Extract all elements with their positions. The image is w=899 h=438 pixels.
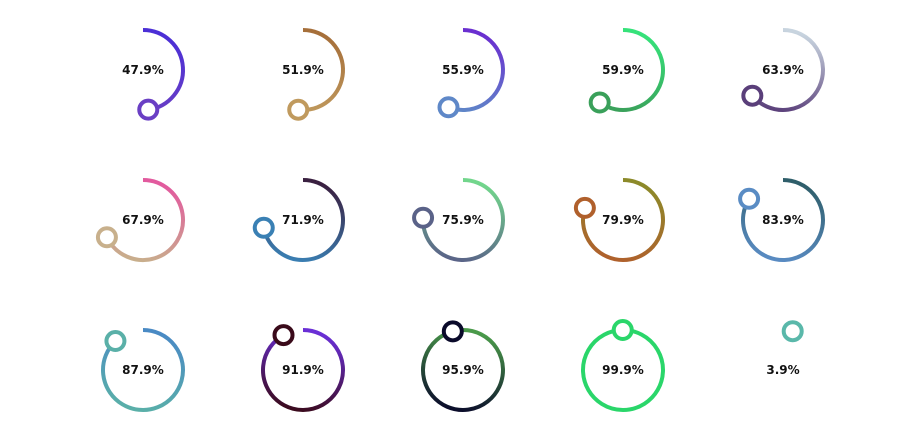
- gauge: 63.9%: [741, 28, 825, 112]
- gauge: 83.9%: [738, 178, 825, 262]
- gauge-arc: [142, 28, 185, 112]
- gauge-arc: [298, 28, 345, 112]
- gauge: 55.9%: [437, 28, 505, 119]
- gauge-knob: [781, 320, 804, 343]
- gauge-value-label: 47.9%: [122, 63, 164, 77]
- gauge-value-label: 95.9%: [442, 363, 484, 377]
- gauge-arc: [421, 178, 505, 262]
- gauge-knob: [104, 330, 127, 353]
- gauge-knob: [272, 324, 295, 347]
- gauge-knob: [137, 98, 160, 121]
- gauge: 47.9%: [122, 28, 185, 121]
- gauge: 3.9%: [766, 320, 804, 377]
- gauge-value-label: 63.9%: [762, 63, 804, 77]
- gauge-arc: [421, 328, 505, 412]
- gauge-knob: [738, 187, 761, 210]
- gauge-knob: [252, 216, 275, 239]
- gauge-arc: [101, 328, 185, 412]
- gauge: 99.9%: [581, 319, 666, 412]
- gauge-knob: [573, 196, 596, 219]
- gauge-knob: [588, 91, 611, 114]
- gauge: 71.9%: [252, 178, 345, 262]
- gauge: 95.9%: [421, 320, 505, 412]
- gauge-value-label: 91.9%: [282, 363, 324, 377]
- gauge-knob: [287, 98, 310, 121]
- gauge: 51.9%: [282, 28, 345, 121]
- gauge-value-label: 55.9%: [442, 63, 484, 77]
- gauge-knob: [441, 320, 464, 343]
- gauge-arc: [581, 328, 666, 412]
- gauge-value-label: 59.9%: [602, 63, 644, 77]
- gauge: 59.9%: [588, 28, 665, 114]
- gauge: 67.9%: [95, 178, 185, 262]
- gauge-value-label: 51.9%: [282, 63, 324, 77]
- gauge-arc: [105, 178, 185, 262]
- gauge-value-label: 79.9%: [602, 213, 644, 227]
- gauge-arc: [598, 28, 665, 112]
- gauge-arc: [261, 328, 345, 412]
- gauge-knob: [611, 319, 634, 342]
- gauge: 87.9%: [101, 328, 185, 412]
- gauge-knob: [741, 84, 764, 107]
- gauge-value-label: 3.9%: [766, 363, 799, 377]
- gauge-value-label: 71.9%: [282, 213, 324, 227]
- gauge: 75.9%: [412, 178, 505, 262]
- gauge-value-label: 99.9%: [602, 363, 644, 377]
- gauge: 79.9%: [573, 178, 665, 262]
- gauge-arc: [741, 178, 825, 262]
- gauge-value-label: 75.9%: [442, 213, 484, 227]
- gauge-knob: [412, 206, 435, 229]
- gauge-value-label: 67.9%: [122, 213, 164, 227]
- gauge-knob: [437, 96, 460, 119]
- gauge-value-label: 83.9%: [762, 213, 804, 227]
- gauge-value-label: 87.9%: [122, 363, 164, 377]
- gauge-arc: [581, 178, 665, 262]
- gauge-arc: [447, 28, 505, 112]
- gauge-arc: [261, 178, 345, 262]
- gauge: 91.9%: [261, 324, 345, 412]
- gauge-knob: [95, 226, 118, 249]
- gauge-arc: [750, 28, 825, 112]
